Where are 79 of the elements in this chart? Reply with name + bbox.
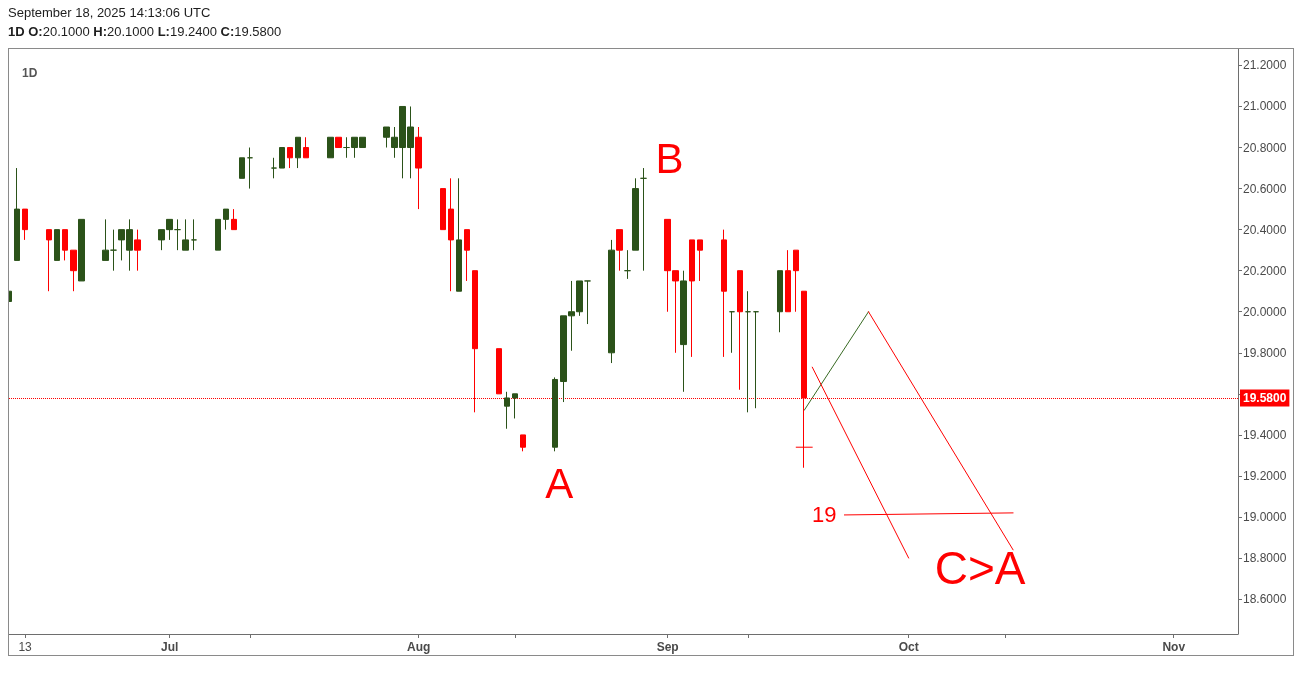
candlestick: [753, 311, 759, 409]
y-tick-label: 21.0000: [1243, 99, 1287, 114]
y-tick-label: 19.8000: [1243, 345, 1287, 360]
candlestick: [729, 311, 735, 354]
candlestick: [110, 229, 117, 272]
candlestick: [215, 218, 221, 251]
y-tick-label: 19.0000: [1243, 510, 1287, 524]
candlestick: [295, 136, 301, 169]
candlestick: [22, 208, 28, 241]
candlestick: [608, 239, 615, 364]
candlestick: [239, 157, 245, 179]
candlestick: [680, 270, 687, 393]
candlestick: [721, 229, 727, 358]
candlestick: [448, 177, 454, 292]
y-tick-label: 20.6000: [1243, 181, 1287, 196]
candlestick: [70, 249, 77, 292]
candlestick: [14, 167, 20, 261]
candlestick: [78, 218, 85, 282]
candlestick: [640, 167, 647, 272]
x-tick-label: Jul: [160, 640, 179, 654]
candlestick: [191, 218, 197, 251]
candlestick: [54, 229, 60, 261]
candlestick: [464, 229, 470, 282]
candlestick: [62, 229, 68, 261]
y-tick-label: 19.2000: [1243, 468, 1287, 483]
text: September 18, 2025 14:13:06 UTC: [8, 5, 211, 21]
candlestick: [496, 348, 502, 395]
candlestick: [182, 218, 189, 251]
candlestick: [697, 239, 703, 282]
candlestick: [279, 147, 285, 169]
y-tick-label: 18.6000: [1243, 592, 1287, 607]
candlestick: [134, 229, 141, 272]
candlestick: [440, 188, 446, 231]
candlestick: [271, 157, 277, 179]
annotation: A: [545, 459, 574, 507]
candlestick: [584, 280, 591, 325]
candlestick: [327, 136, 334, 159]
candlestick: [456, 177, 462, 292]
y-tick-label: 19.4000: [1243, 427, 1287, 442]
candlestick: [512, 393, 518, 419]
candlestick: [504, 391, 510, 430]
candlestick: [616, 229, 623, 272]
candlestick: [552, 376, 558, 452]
text: 1D O:20.1000 H:20.1000 L:19.2400 C:19.5800: [8, 24, 282, 39]
y-tick-label: 18.8000: [1243, 551, 1287, 566]
candlestick: [287, 147, 293, 169]
x-tick-label: Oct: [898, 640, 919, 654]
candlestick: [223, 208, 229, 231]
candlestick: [777, 270, 783, 333]
candlestick: [624, 249, 631, 280]
candlestick: [303, 136, 309, 159]
candlestick: [785, 249, 791, 313]
y-tick-label: 20.2000: [1243, 263, 1287, 278]
annotation: B: [655, 134, 684, 182]
candlestick: [745, 290, 751, 413]
x-tick-label: Aug: [407, 640, 431, 654]
candlestick: [102, 218, 109, 261]
candlestick: [247, 147, 253, 190]
x-tick-label: 13: [18, 640, 33, 654]
y-tick-label: 20.8000: [1243, 140, 1287, 155]
y-tick-label: 20.0000: [1243, 304, 1287, 319]
y-tick-label: 20.4000: [1243, 222, 1287, 237]
x-tick-label: Nov: [1162, 640, 1186, 654]
candlestick: [231, 208, 237, 231]
candlestick: [415, 126, 422, 210]
annotation: C>A: [934, 541, 1026, 594]
y-tick-label: 21.2000: [1243, 58, 1287, 73]
candlestick: [689, 239, 695, 358]
candlestick: [632, 177, 639, 251]
x-tick-label: Sep: [656, 640, 679, 654]
candlestick: [737, 270, 743, 391]
series-label: 19: [811, 502, 837, 528]
candlestick: [174, 218, 181, 251]
text: 1D: [22, 66, 38, 80]
candlestick: [335, 136, 342, 149]
candlestick: [520, 434, 526, 452]
candlestick: [46, 229, 52, 292]
ref-line-label: 19.5800: [1243, 390, 1287, 405]
candlestick: [793, 249, 799, 313]
